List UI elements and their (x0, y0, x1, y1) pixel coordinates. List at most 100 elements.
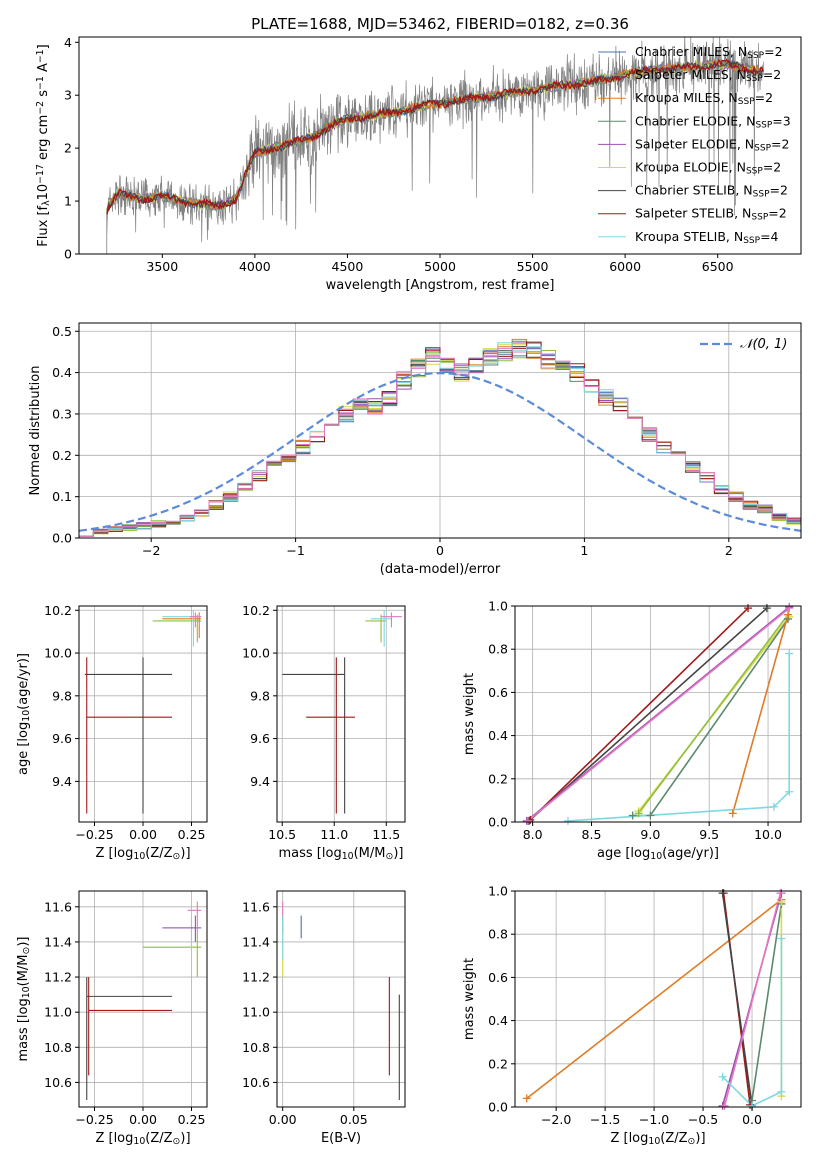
x-tick-label: −0.5 (688, 1112, 718, 1127)
y-tick-label: 9.8 (250, 688, 270, 703)
mass-weight-line (723, 892, 782, 1107)
mass-weight-marker (777, 934, 786, 943)
mass-weight-marker (720, 1101, 729, 1110)
y-tick-label: 1.0 (488, 599, 508, 614)
y-tick-label: 11.4 (44, 934, 72, 949)
x-tick-label: 0.05 (340, 1112, 368, 1127)
x-tick-label: 4500 (332, 259, 364, 274)
model-spectrum (106, 58, 764, 212)
mass-weight-line (528, 607, 768, 822)
residual-histogram (79, 348, 801, 538)
plot-area (526, 892, 783, 1107)
x-tick-label: 5500 (517, 259, 549, 274)
y-tick-label: 11.6 (242, 899, 270, 914)
mass-weight-line (567, 653, 790, 822)
y-tick-label: 0.0 (52, 531, 72, 546)
x-axis-label: (data-model)/error (380, 562, 501, 577)
mass-weight-marker (718, 1072, 727, 1081)
y-tick-label: 10.0 (44, 646, 72, 661)
x-tick-label: 11.5 (372, 827, 400, 842)
y-tick-label: 0.6 (488, 970, 508, 985)
y-tick-label: 11.4 (242, 934, 270, 949)
y-tick-label: 10.8 (44, 1040, 72, 1055)
y-tick-label: 10.2 (44, 603, 72, 618)
mass-weight-line (637, 614, 789, 814)
mass-weight-marker (522, 1094, 531, 1103)
y-axis-label: age [log10(age/yr)] (16, 653, 32, 775)
axes-frame (276, 890, 406, 1108)
x-tick-label: −0.25 (75, 827, 113, 842)
mass-weight-line (722, 938, 783, 1107)
y-tick-label: 0.2 (488, 771, 508, 786)
y-tick-label: 11.0 (242, 1005, 270, 1020)
axes-frame (514, 605, 802, 823)
x-axis-label: Z [log10(Z/Z⊙)] (610, 1131, 705, 1147)
plot-area (526, 606, 790, 822)
mass-weight-line (721, 893, 753, 1107)
x-tick-label: −1.0 (639, 1112, 669, 1127)
plot-area (79, 338, 801, 538)
y-tick-label: 0.2 (52, 448, 72, 463)
y-tick-label: 10.8 (242, 1040, 270, 1055)
x-tick-label: 0.00 (129, 1112, 157, 1127)
y-tick-label: 0 (64, 247, 72, 262)
x-axis-label: mass [log10(M/M⊙)] (279, 846, 404, 862)
mass-weight-marker (744, 604, 753, 613)
x-axis-label: E(B-V) (321, 1131, 361, 1146)
y-tick-label: 0.4 (488, 1013, 508, 1028)
x-tick-label: 2 (725, 543, 733, 558)
legend-entry: Kroupa STELIB, NSSP=4 (635, 229, 779, 246)
y-tick-label: 3 (64, 88, 72, 103)
y-tick-label: 0.3 (52, 406, 72, 421)
y-tick-label: 9.6 (250, 731, 270, 746)
axes-frame (514, 890, 802, 1108)
x-axis-label: Z [log10(Z/Z⊙)] (95, 846, 190, 862)
y-tick-label: 11.6 (44, 899, 72, 914)
legend-entry: Salpeter STELIB, NSSP=2 (635, 206, 787, 223)
y-tick-label: 9.8 (52, 688, 72, 703)
legend-entry: Salpeter ELODIE, NSSP=2 (635, 136, 789, 153)
mass-weight-marker (762, 604, 771, 613)
mass-weight-marker (784, 610, 793, 619)
y-tick-label: 1 (64, 194, 72, 209)
x-tick-label: 4000 (239, 259, 271, 274)
mass-weight-marker (746, 1100, 755, 1109)
x-tick-label: 0 (436, 543, 444, 558)
x-tick-label: 0.00 (129, 827, 157, 842)
x-tick-label: 9.0 (640, 827, 660, 842)
x-tick-label: 1 (580, 543, 588, 558)
plot-area (282, 610, 402, 814)
x-tick-label: 8.0 (523, 827, 543, 842)
mass-weight-marker (777, 897, 786, 906)
legend-entry: Chabrier ELODIE, NSSP=3 (635, 113, 791, 130)
axes-frame (276, 605, 406, 823)
x-tick-label: 3500 (146, 259, 178, 274)
y-tick-label: 0.4 (52, 365, 72, 380)
y-tick-label: 10.2 (242, 603, 270, 618)
mass-weight-marker (776, 889, 785, 898)
mass-weight-marker (785, 787, 794, 796)
y-tick-label: 9.6 (52, 731, 72, 746)
y-tick-label: 10.0 (242, 646, 270, 661)
y-axis-label: mass [log10(M/M⊙)] (16, 937, 32, 1062)
y-tick-label: 0.5 (52, 324, 72, 339)
ebv-mass-panel: 0.00 0.05 10.6 10.8 11.0 11.2 11.4 11.6 E(B-V) (242, 890, 406, 1146)
y-tick-label: 9.4 (52, 774, 72, 789)
plot-area (84, 610, 202, 814)
x-tick-label: −0.25 (75, 1112, 113, 1127)
mass-weight-marker (718, 889, 727, 898)
z-age-panel: −0.25 0.00 0.25 9.4 9.6 9.8 10.0 10.2 Z [log10(Z… (16, 603, 208, 862)
x-tick-label: 0.00 (269, 1112, 297, 1127)
y-tick-label: 0.6 (488, 685, 508, 700)
y-tick-label: 4 (64, 35, 72, 50)
x-tick-label: 0.0 (742, 1112, 762, 1127)
x-tick-label: 0.25 (178, 1112, 206, 1127)
mass-weight-marker (777, 1087, 786, 1096)
mass-weight-marker (728, 809, 737, 818)
x-axis-label: Z [log10(Z/Z⊙)] (95, 1131, 190, 1147)
legend-entry: Kroupa ELODIE, NSSP=2 (635, 160, 781, 177)
x-tick-label: −2.0 (541, 1112, 571, 1127)
normal-curve (79, 371, 801, 532)
y-tick-label: 10.6 (242, 1075, 270, 1090)
